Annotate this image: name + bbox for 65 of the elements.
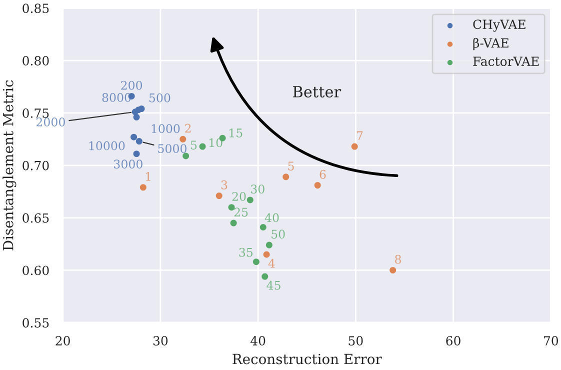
- annotation: 2: [185, 124, 191, 133]
- point: [230, 220, 237, 226]
- point: [252, 258, 260, 266]
- x-tick-label: 60: [446, 336, 460, 346]
- point: [262, 273, 268, 280]
- point: [182, 152, 190, 160]
- annotation: Better: [293, 86, 342, 98]
- x-tick-label: 30: [153, 336, 168, 346]
- point: [263, 251, 270, 258]
- annotation: 30: [251, 184, 264, 194]
- y-tick-label: 0.55: [22, 318, 49, 328]
- legend-label: FactorVAE: [473, 56, 539, 66]
- annotation: 4: [268, 258, 275, 268]
- y-tick-label: 0.70: [22, 160, 49, 170]
- annotation: 1: [146, 172, 150, 181]
- legend-label: β-VAE: [473, 38, 508, 50]
- annotation: 8: [395, 254, 401, 264]
- annotation: 25: [234, 208, 248, 217]
- annotation: 2000: [36, 118, 65, 126]
- annotation: 45: [266, 280, 280, 290]
- point: [133, 150, 140, 158]
- point: [314, 182, 321, 189]
- y-tick-label: 0.75: [22, 108, 49, 118]
- point: [130, 134, 138, 140]
- y-tick-label: 0.60: [22, 266, 49, 276]
- annotation: 3000: [114, 160, 142, 169]
- point: [180, 136, 186, 142]
- point: [260, 224, 266, 230]
- annotation: 35: [239, 248, 253, 257]
- legend-label: CHyVAE: [473, 20, 526, 32]
- x-tick-label: 20: [56, 336, 70, 346]
- point: [228, 204, 235, 211]
- annotation: 6: [320, 170, 326, 179]
- annotation: 5: [190, 140, 197, 150]
- annotation: 10000: [89, 141, 125, 150]
- point: [133, 114, 140, 120]
- point: [246, 196, 254, 204]
- x-tick-label: 70: [544, 336, 558, 346]
- point: [282, 174, 290, 180]
- annotation: 3: [221, 180, 228, 190]
- annotation: 20: [232, 192, 246, 201]
- x-axis-title: Reconstruction Error: [232, 354, 382, 364]
- point: [136, 138, 142, 145]
- annotation: 1000: [152, 124, 180, 134]
- x-tick-label: 50: [348, 336, 363, 346]
- point: [390, 266, 396, 274]
- y-tick-label: 0.65: [22, 213, 49, 223]
- annotation: 5000: [158, 144, 186, 154]
- annotation: 40: [264, 213, 279, 222]
- y-axis-title: Disentanglement Metric: [2, 80, 16, 250]
- annotation: 7: [356, 131, 363, 140]
- point: [199, 143, 206, 150]
- annotation: 15: [230, 128, 242, 138]
- point: [140, 184, 146, 191]
- point: [266, 242, 272, 248]
- annotation: 200: [121, 80, 142, 90]
- point: [351, 143, 358, 150]
- x-tick-label: 40: [250, 336, 266, 346]
- annotation: 500: [149, 93, 170, 102]
- point: [216, 192, 222, 200]
- annotation: 50: [272, 230, 285, 239]
- y-tick-label: 0.85: [22, 4, 49, 14]
- annotation: 5: [288, 162, 294, 170]
- point: [132, 108, 138, 116]
- y-tick-label: 0.80: [22, 56, 49, 66]
